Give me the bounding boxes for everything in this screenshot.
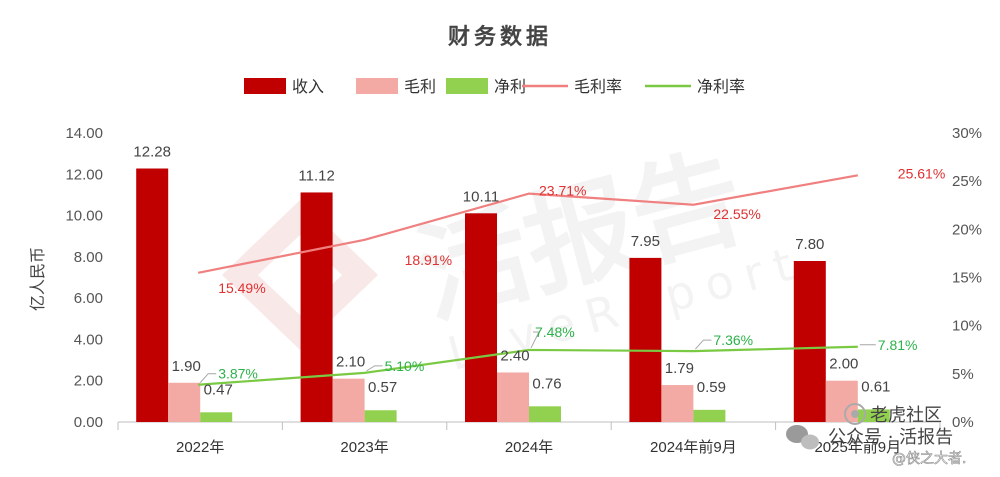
leader-line [366,365,383,372]
y2-tick-label: 30% [952,125,982,142]
bar-净利 [693,409,726,422]
bar-毛利 [661,385,694,422]
footer: 公众号 · 活报告 老虎社区 @侠之大者. [786,403,967,467]
data-label-毛利: 1.90 [172,358,201,375]
data-label-收入: 11.12 [298,167,334,184]
x-tick-label: 2025年前9月 [814,439,901,456]
bar-收入 [793,260,826,422]
data-labels: 12.28 11.12 10.11 7.95 7.80 1.90 2.10 2.40 1.79 2… [133,144,945,399]
data-label-毛利: 2.10 [336,354,365,371]
x-tick-label: 2024年 [505,439,553,456]
y-tick-label: 6.00 [74,290,103,307]
data-label-净利率: 3.87% [218,366,258,382]
legend-label: 净利率 [697,77,745,96]
data-label-净利率: 5.10% [385,358,425,374]
data-label-净利: 0.76 [532,375,561,392]
lines [197,174,876,386]
data-label-毛利: 1.79 [665,360,694,377]
leader-line [199,373,217,384]
data-label-净利: 0.61 [861,378,890,395]
data-label-毛利率: 25.61% [898,165,945,181]
y2-tick-label: 15% [952,270,982,287]
y-tick-label: 10.00 [65,208,103,225]
bar-毛利 [497,372,529,422]
legend: 收入 毛利 净利 毛利率 净利率 [244,77,745,96]
x-tick-label: 2023年 [340,439,388,456]
y2-tick-label: 25% [952,173,982,190]
y2-tick-label: 5% [952,366,974,383]
footer-handle: @侠之大者. [892,451,966,467]
data-label-收入: 7.80 [795,236,824,253]
data-label-毛利: 2.40 [500,347,529,364]
tiger-community-logo-icon [844,403,866,425]
data-label-毛利率: 22.55% [713,206,760,222]
data-label-毛利率: 23.71% [539,183,586,199]
footer-overlay: 老虎社区 [870,405,942,426]
line-毛利率 [197,174,858,274]
bar-收入 [300,192,333,422]
bar-收入 [465,213,497,422]
legend-label: 净利 [494,77,526,96]
legend-label: 收入 [292,77,324,96]
x-tick-label: 2022年 [176,439,224,456]
bars [136,168,890,422]
data-label-收入: 7.95 [631,233,660,250]
leader-line [695,339,712,350]
line-净利率 [198,345,858,386]
bar-收入 [629,257,662,422]
legend-swatch [244,78,286,94]
bar-净利 [529,406,561,422]
data-label-净利率: 7.81% [878,337,918,353]
y-axis-title: 亿人民币 [28,247,47,311]
data-label-收入: 12.28 [133,144,171,161]
y-tick-label: 12.00 [65,166,103,183]
data-label-毛利率: 15.49% [218,280,265,296]
data-label-毛利: 2.00 [829,356,858,373]
chart-title: 财务数据 [448,24,552,50]
bar-净利 [364,410,397,422]
x-tick-label: 2024年前9月 [650,439,737,456]
y-tick-label: 14.00 [65,125,103,142]
data-label-毛利率: 18.91% [405,252,452,268]
data-label-净利率: 7.36% [713,332,753,348]
y-tick-label: 4.00 [74,331,103,348]
bar-毛利 [332,378,365,422]
data-label-收入: 10.11 [463,188,499,205]
wechat-icon [786,425,819,450]
footer-account: 公众号 · 活报告 [828,427,953,448]
bar-净利 [200,412,233,422]
watermark-logo-icon [222,200,378,350]
y-tick-label: 8.00 [74,249,103,266]
y2-tick-label: 0% [952,414,974,431]
legend-label: 毛利 [404,77,436,96]
data-label-净利率: 7.48% [535,324,575,340]
data-label-净利: 0.57 [368,379,397,396]
y2-tick-label: 20% [952,221,982,238]
legend-swatch [446,78,488,94]
data-label-净利: 0.59 [697,379,726,396]
bar-毛利 [168,382,201,422]
data-label-净利: 0.47 [204,381,233,398]
leader-line [530,331,540,349]
axes: 0.00 2.00 4.00 6.00 8.00 10.00 12.00 14.00 0% 5% 1… [28,125,982,456]
y2-tick-label: 10% [952,318,982,335]
y-tick-label: 0.00 [74,414,103,431]
legend-swatch [356,78,398,94]
y-tick-label: 2.00 [74,373,103,390]
legend-label: 毛利率 [574,77,622,96]
bar-收入 [136,168,169,422]
